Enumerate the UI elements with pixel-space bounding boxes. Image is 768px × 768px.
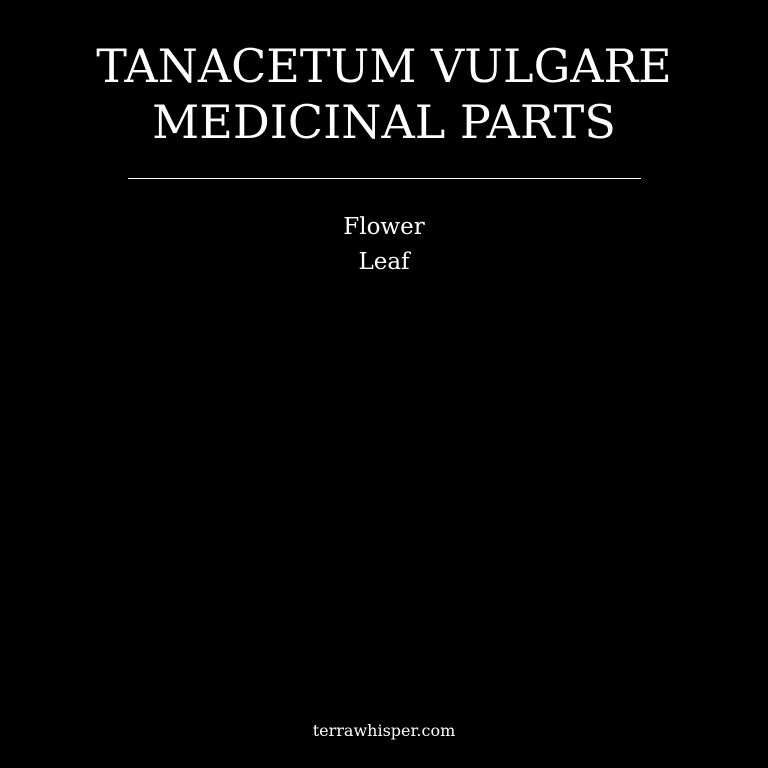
- list-item-flower: Flower: [343, 214, 425, 240]
- page-title: TANACETUM VULGARE MEDICINAL PARTS: [0, 38, 768, 150]
- title-line-1: TANACETUM VULGARE: [96, 39, 672, 93]
- site-footer: terrawhisper.com: [312, 721, 456, 740]
- list-item-leaf: Leaf: [358, 249, 410, 275]
- title-line-2: MEDICINAL PARTS: [152, 95, 616, 149]
- title-divider: [128, 178, 641, 179]
- medicinal-parts-list: Flower Leaf: [0, 210, 768, 280]
